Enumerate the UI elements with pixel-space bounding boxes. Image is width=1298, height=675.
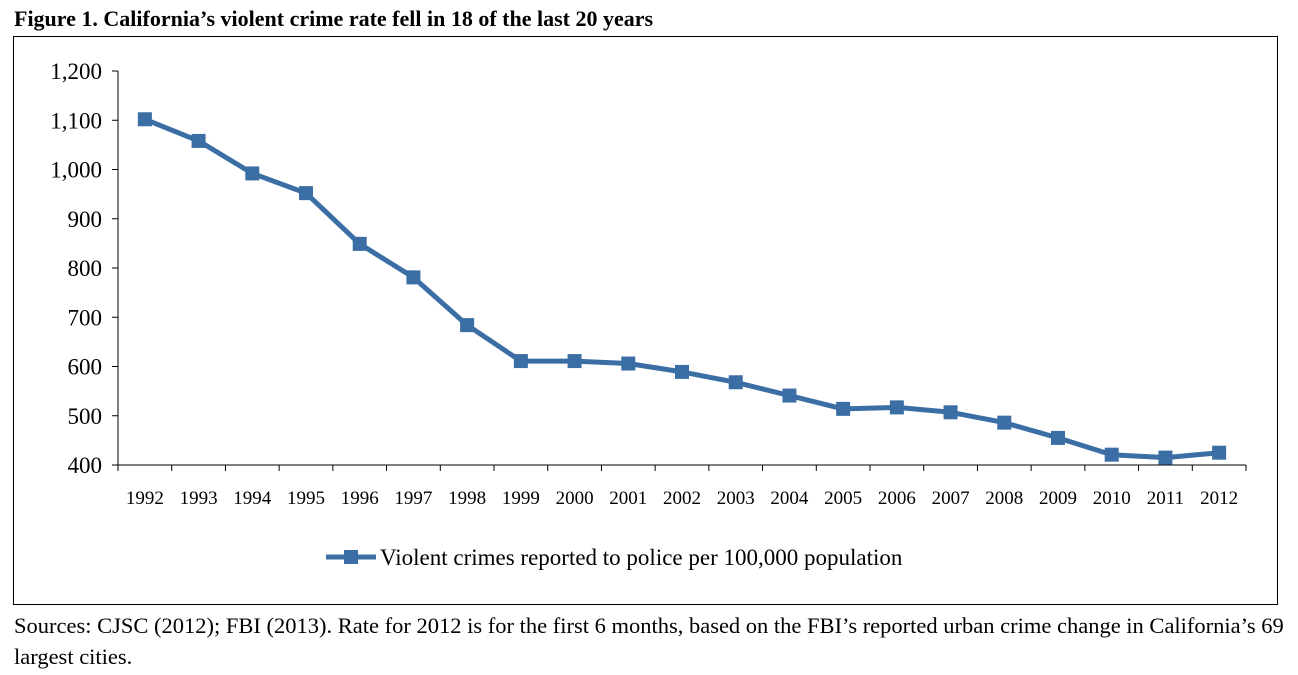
data-point xyxy=(675,364,689,379)
x-tick-label: 2003 xyxy=(717,488,755,509)
series-line xyxy=(143,116,1220,461)
y-tick-label: 1,200 xyxy=(50,59,102,84)
x-tick-label: 1999 xyxy=(502,488,540,509)
data-point xyxy=(997,415,1012,430)
y-tick-label: 700 xyxy=(68,305,103,330)
data-point xyxy=(191,133,206,148)
data-point xyxy=(1051,430,1065,445)
y-tick-label: 900 xyxy=(68,207,103,232)
figure-title: Figure 1. California’s violent crime rat… xyxy=(14,6,654,31)
data-point xyxy=(889,400,904,415)
data-point xyxy=(1158,450,1173,465)
x-tick-label: 2001 xyxy=(609,488,647,509)
data-point xyxy=(460,318,475,333)
x-tick-label: 1993 xyxy=(180,488,218,509)
x-tick-labels: 1992 1993 1994 1995 1996 1997 1998 1999 2000 2001… xyxy=(126,488,1238,509)
x-tick-label: 1992 xyxy=(126,488,164,509)
data-point xyxy=(621,356,636,371)
data-point xyxy=(782,388,797,403)
sources-note: Sources: CJSC (2012); FBI (2013). Rate f… xyxy=(14,613,1284,669)
data-point xyxy=(567,354,582,369)
x-tick-label: 2010 xyxy=(1093,488,1131,509)
x-tick-label: 2007 xyxy=(932,488,970,509)
x-tick-label: 1995 xyxy=(287,488,325,509)
series-layer xyxy=(137,112,1227,465)
y-tick-label: 600 xyxy=(68,355,103,380)
chart-frame xyxy=(13,36,1278,605)
x-tick-label: 2005 xyxy=(824,488,862,509)
axes xyxy=(112,70,1247,471)
data-point xyxy=(299,186,313,201)
legend-label: Violent crimes reported to police per 10… xyxy=(380,545,903,570)
x-tick-label: 2012 xyxy=(1200,488,1238,509)
y-tick-label: 1,000 xyxy=(50,158,102,183)
x-tick-label: 2006 xyxy=(878,488,916,509)
data-point xyxy=(728,375,743,390)
y-tick-label: 500 xyxy=(68,404,103,429)
data-point xyxy=(406,270,421,285)
legend: Violent crimes reported to police per 10… xyxy=(326,545,903,570)
legend-marker-icon xyxy=(344,550,358,564)
data-point xyxy=(1104,447,1119,462)
x-tick-label: 2011 xyxy=(1147,488,1184,509)
y-tick-labels: 400 500 600 700 800 900 1,000 1,100 1,200 xyxy=(50,59,102,478)
data-point xyxy=(513,354,528,369)
x-tick-label: 1996 xyxy=(341,488,379,509)
data-point xyxy=(1212,445,1227,460)
data-point xyxy=(245,166,260,181)
x-tick-label: 1997 xyxy=(394,488,432,509)
data-point xyxy=(943,405,958,420)
x-tick-label: 2000 xyxy=(556,488,594,509)
data-point xyxy=(137,112,152,127)
y-tick-label: 1,100 xyxy=(50,108,102,133)
x-tick-label: 2008 xyxy=(985,488,1023,509)
data-point xyxy=(836,401,851,416)
x-tick-label: 1998 xyxy=(448,488,486,509)
x-tick-label: 2004 xyxy=(770,488,809,509)
x-tick-label: 2002 xyxy=(663,488,701,509)
y-tick-label: 800 xyxy=(68,256,103,281)
y-tick-label: 400 xyxy=(68,453,103,478)
data-point xyxy=(352,236,367,251)
x-tick-label: 1994 xyxy=(233,488,272,509)
x-tick-label: 2009 xyxy=(1039,488,1077,509)
